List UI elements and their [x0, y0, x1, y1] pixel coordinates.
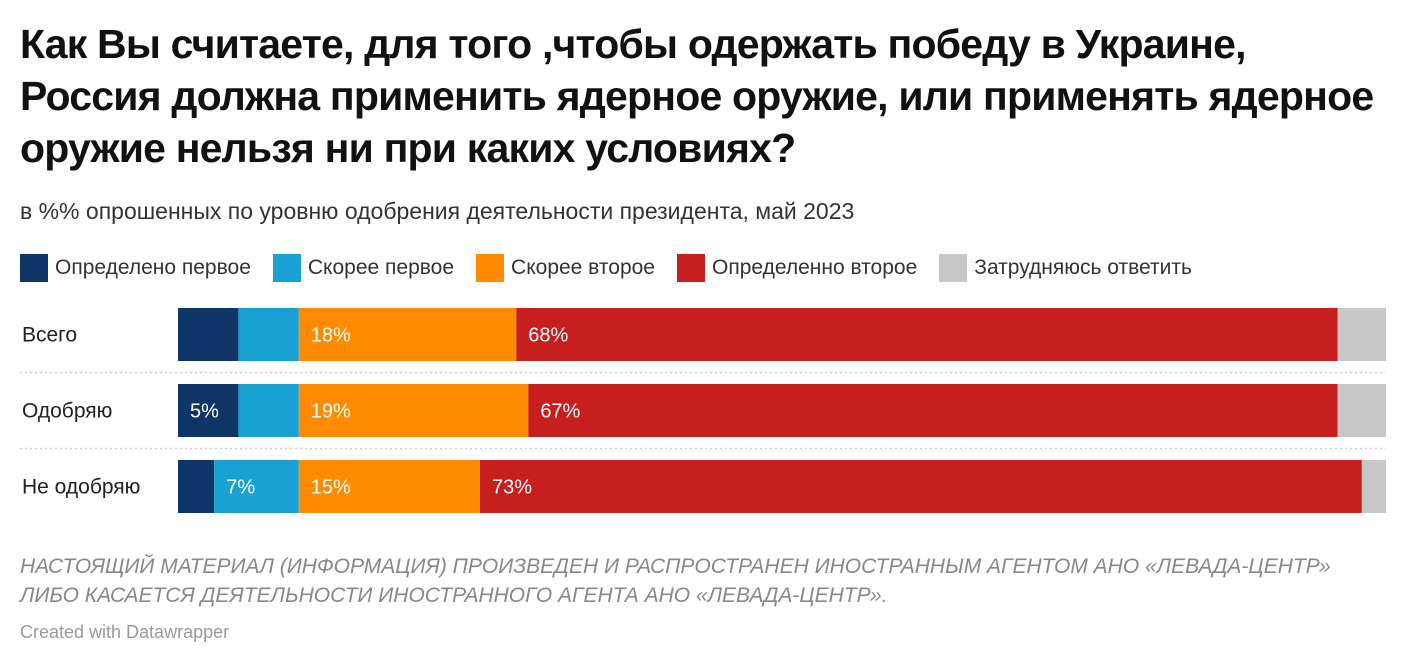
row-label: Не одобряю: [22, 476, 140, 499]
bar-segment: [298, 384, 529, 437]
legend-swatch: [20, 254, 48, 282]
value-label: 5%: [190, 401, 219, 423]
value-label: 73%: [492, 477, 532, 499]
legend-label: Скорее первое: [307, 256, 455, 279]
legend-swatch: [939, 254, 968, 282]
bar-segment: [480, 460, 1362, 513]
value-label: 15%: [311, 477, 351, 499]
bar-segment: [238, 308, 299, 361]
legend-label: Определенно второе: [711, 256, 918, 279]
value-label: 67%: [540, 401, 580, 423]
value-label: 19%: [311, 401, 351, 423]
legend-label: Скорее второе: [511, 256, 655, 279]
bar-segment: [178, 460, 215, 513]
bar-segment: [516, 308, 1338, 361]
bar-segment: [178, 308, 239, 361]
bar-segment: [528, 384, 1338, 437]
row-label: Одобряю: [22, 400, 112, 423]
stacked-bar-chart: Всего 18% 68% Одобряю 5% 19% 67% Не одобряю 7% 15…: [20, 308, 1386, 513]
legend-swatch: [272, 254, 301, 282]
chart-credit: Created with Datawrapper: [20, 622, 230, 642]
bar-segment: [1337, 308, 1386, 361]
legend-item-definitely-first: Определено первое: [20, 254, 251, 282]
bar-segment: [298, 308, 517, 361]
legend-item-rather-first: Скорее первое: [272, 254, 455, 282]
bar-segment: [214, 460, 299, 513]
value-label: 18%: [311, 325, 351, 347]
bar-segment: [1361, 460, 1386, 513]
bar-segment: [238, 384, 299, 437]
legend-swatch: [476, 254, 505, 282]
value-label: 68%: [528, 325, 568, 347]
legend-label: Затрудняюсь ответить: [974, 256, 1192, 279]
legend-item-rather-second: Скорее второе: [476, 254, 655, 282]
legend-item-hard-to-say: Затрудняюсь ответить: [939, 254, 1192, 282]
chart-title: Как Вы считаете, для того ,чтобы одержат…: [20, 21, 1374, 171]
legend-item-definitely-second: Определенно второе: [676, 254, 918, 282]
chart-legend: Определено первое Скорее первое Скорее в…: [20, 254, 1214, 282]
legend-label: Определено первое: [55, 256, 251, 279]
chart-notes: НАСТОЯЩИЙ МАТЕРИАЛ (ИНФОРМАЦИЯ) ПРОИЗВЕД…: [20, 555, 1331, 607]
value-label: 7%: [226, 477, 255, 499]
row-label: Всего: [22, 324, 77, 347]
bar-segment: [298, 460, 480, 513]
bar-segment: [178, 384, 239, 437]
bar-segment: [1337, 384, 1386, 437]
chart-subtitle: в %% опрошенных по уровню одобрения деят…: [20, 198, 855, 224]
legend-swatch: [676, 254, 705, 282]
